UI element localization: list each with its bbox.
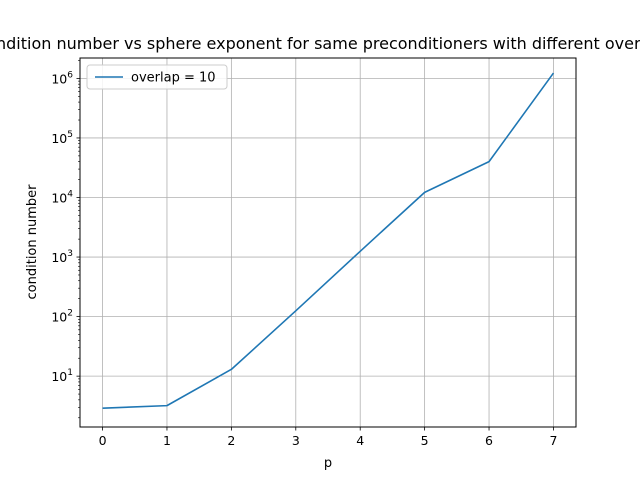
plot-frame (79, 57, 577, 428)
y-tick-label: 101 (51, 368, 73, 384)
y-tick-label: 104 (51, 189, 73, 205)
plot-area (80, 58, 576, 427)
legend: overlap = 10 (86, 64, 228, 90)
x-tick-label: 4 (356, 433, 364, 448)
series-layer (102, 72, 555, 409)
y-tick-label: 102 (51, 309, 73, 325)
grid (80, 58, 576, 427)
x-axis-label: p (324, 456, 332, 471)
y-tick-label: 105 (51, 130, 73, 146)
y-tick-label: 103 (51, 249, 73, 265)
y-axis-label: condition number (25, 184, 40, 300)
x-tick-label: 6 (485, 433, 493, 448)
x-tick-label: 3 (292, 433, 300, 448)
y-tick-label: 106 (51, 70, 73, 86)
x-axis: 0 1 2 3 4 5 6 7 (99, 427, 557, 448)
x-tick-label: 0 (99, 433, 107, 448)
legend-label: overlap = 10 (131, 71, 216, 86)
legend-box (86, 64, 228, 90)
chart-title: Condition number vs sphere exponent for … (0, 34, 640, 53)
y-axis: 101 102 103 104 105 106 (51, 60, 80, 419)
series-line (102, 72, 555, 409)
x-tick-label: 7 (549, 433, 557, 448)
x-tick-label: 5 (421, 433, 429, 448)
x-tick-label: 2 (227, 433, 235, 448)
x-tick-label: 1 (163, 433, 171, 448)
